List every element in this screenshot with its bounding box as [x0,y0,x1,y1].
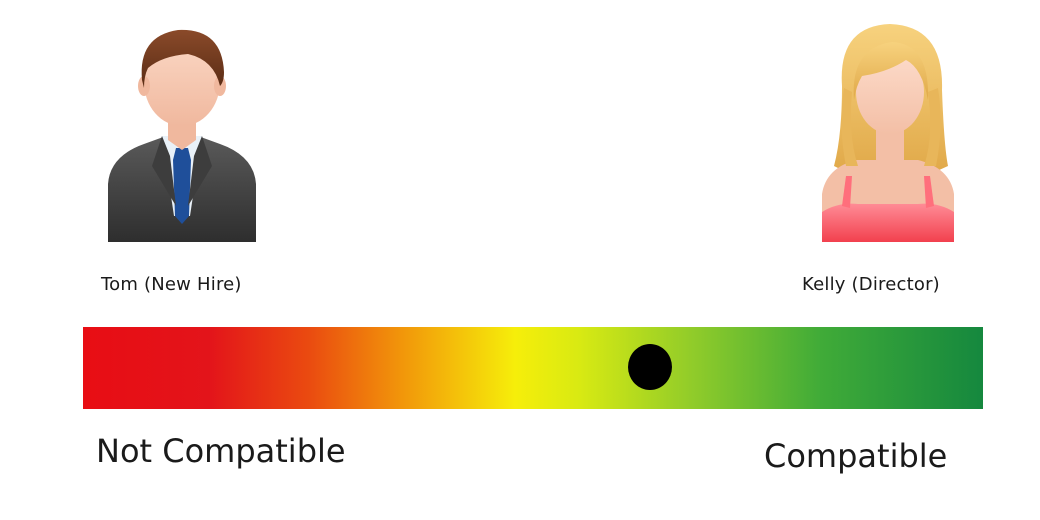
not-compatible-label: Not Compatible [96,432,346,470]
compatibility-gradient-bar [83,327,983,409]
female-avatar-icon [798,16,978,246]
compatibility-marker [628,344,672,390]
male-businessman-icon [92,16,272,246]
compatible-label: Compatible [764,437,948,475]
kelly-label: Kelly (Director) [802,274,940,295]
tom-label: Tom (New Hire) [101,274,242,295]
